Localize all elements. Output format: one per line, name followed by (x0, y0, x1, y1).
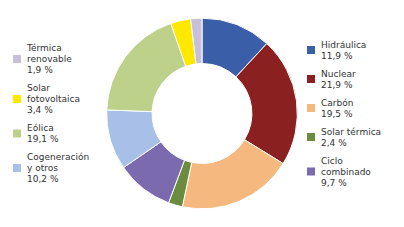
svg-text:9,7 %: 9,7 % (321, 178, 347, 188)
svg-text:Térmica: Térmica (26, 43, 62, 53)
svg-text:Ciclo: Ciclo (321, 156, 343, 166)
svg-text:combinado: combinado (321, 167, 371, 177)
svg-text:11,9 %: 11,9 % (321, 51, 353, 61)
svg-text:Nuclear: Nuclear (321, 69, 356, 79)
svg-text:renovable: renovable (27, 54, 72, 64)
svg-text:10,2 %: 10,2 % (27, 174, 59, 184)
svg-text:y otros: y otros (27, 163, 58, 173)
svg-text:Hidráulica: Hidráulica (321, 40, 366, 50)
svg-text:Solar: Solar (27, 83, 50, 93)
svg-text:fotovoltaica: fotovoltaica (27, 94, 80, 104)
svg-text:Eólica: Eólica (27, 123, 54, 133)
svg-text:3,4 %: 3,4 % (27, 105, 53, 115)
svg-text:Solar térmica: Solar térmica (321, 127, 381, 137)
svg-text:Carbón: Carbón (321, 98, 353, 108)
svg-text:19,5 %: 19,5 % (321, 109, 353, 119)
svg-text:1,9 %: 1,9 % (27, 65, 53, 75)
svg-text:2,4 %: 2,4 % (321, 138, 347, 148)
svg-text:Cogeneración: Cogeneración (27, 152, 89, 162)
svg-text:19,1 %: 19,1 % (27, 134, 59, 144)
svg-text:21,9 %: 21,9 % (321, 80, 353, 90)
